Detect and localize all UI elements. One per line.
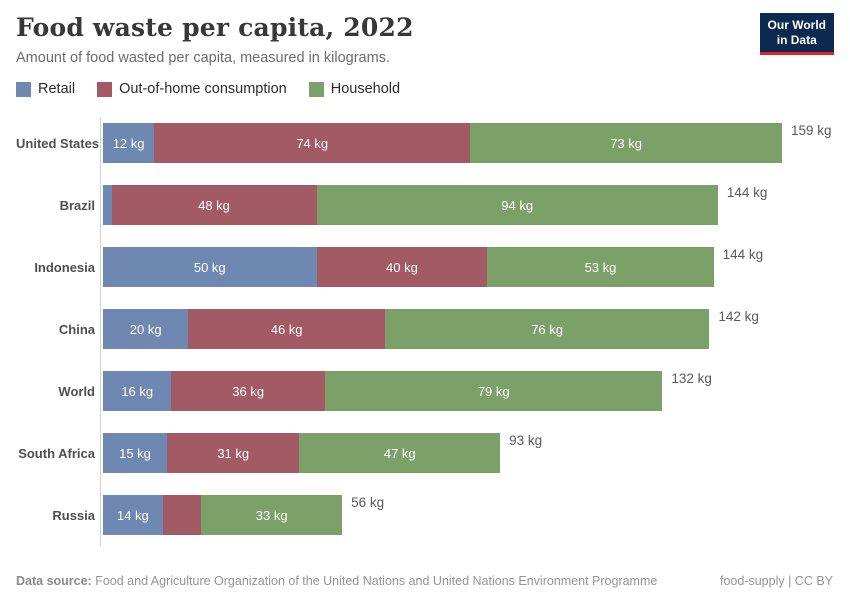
bar-segment-value-label: 94 kg: [501, 197, 534, 213]
bar-track: 14 kg 33 kg 56 kg: [103, 495, 384, 535]
bar-segment-household[interactable]: 33 kg: [201, 495, 343, 535]
bar-total-label: 142 kg: [718, 309, 759, 324]
bar-segment-value-label: 76 kg: [531, 321, 564, 337]
bar-row: United States 12 kg 74 kg 73 kg 159 kg: [16, 123, 834, 163]
bar-segment-value-label: 50 kg: [193, 259, 226, 275]
bar-total-label: 144 kg: [726, 185, 768, 200]
bar-total-label: 132 kg: [671, 371, 712, 386]
bar-segment-out-of-home[interactable]: 36 kg: [171, 371, 326, 411]
bar-segment-household[interactable]: 53 kg: [487, 247, 714, 287]
legend-swatch-icon: [97, 81, 113, 97]
legend-swatch-icon: [308, 81, 324, 97]
bar-segment-value-label: 46 kg: [270, 321, 303, 337]
bar-segment-value-label: 15 kg: [119, 445, 151, 461]
data-source-label: Data source:: [16, 574, 92, 588]
category-label: World: [58, 383, 95, 399]
bar-segment-retail[interactable]: 50 kg: [103, 247, 317, 287]
chart-header: Food waste per capita, 2022 Amount of fo…: [0, 0, 850, 66]
bar-segment-out-of-home[interactable]: 74 kg: [154, 123, 471, 163]
data-source-text: Food and Agriculture Organization of the…: [91, 574, 658, 588]
bar-segment-retail[interactable]: [103, 185, 112, 225]
bar-row: Russia 14 kg 33 kg 56 kg: [16, 495, 834, 535]
bar-row: South Africa 15 kg 31 kg 47 kg 93 kg: [16, 433, 834, 473]
legend-swatch-icon: [16, 81, 31, 97]
bar-total-label: 144 kg: [722, 247, 764, 262]
bar-segment-household[interactable]: 76 kg: [384, 309, 710, 349]
bar-segment-retail[interactable]: 14 kg: [103, 495, 163, 535]
bar-track: 12 kg 74 kg 73 kg 159 kg: [103, 123, 832, 163]
bar-segment-value-label: 36 kg: [232, 383, 265, 399]
category-label: China: [58, 321, 95, 337]
bar-segment-out-of-home[interactable]: 48 kg: [111, 185, 317, 225]
bar-track: 48 kg 94 kg 144 kg: [103, 185, 767, 225]
bar-segment-out-of-home[interactable]: 46 kg: [188, 309, 385, 349]
owid-logo-line2: in Data: [776, 33, 817, 47]
bar-segment-value-label: 16 kg: [121, 383, 154, 399]
owid-logo-line1: Our World: [767, 18, 826, 32]
bar-row: Brazil 48 kg 94 kg 144 kg: [16, 185, 834, 225]
owid-logo[interactable]: Our World in Data: [759, 13, 834, 55]
bar-segment-value-label: 74 kg: [296, 135, 329, 151]
legend-item-label: Out-of-home consumption: [119, 81, 287, 97]
category-label: Russia: [52, 507, 95, 523]
chart-title: Food waste per capita, 2022: [16, 13, 414, 42]
bar-segment-household[interactable]: 79 kg: [325, 371, 663, 411]
category-label: Indonesia: [34, 259, 95, 275]
y-axis-line: [100, 118, 101, 546]
category-label: Brazil: [59, 197, 95, 213]
bar-segment-value-label: 31 kg: [217, 445, 250, 461]
bar-row: China 20 kg 46 kg 76 kg 142 kg: [16, 309, 834, 349]
bar-track: 50 kg 40 kg 53 kg 144 kg: [103, 247, 763, 287]
bar-segment-value-label: 40 kg: [386, 259, 418, 275]
chart-subtitle: Amount of food wasted per capita, measur…: [16, 50, 390, 66]
bar-segment-value-label: 14 kg: [116, 507, 149, 523]
bar-total-label: 159 kg: [790, 123, 832, 138]
bar-row: Indonesia 50 kg 40 kg 53 kg 144 kg: [16, 247, 834, 287]
legend-item[interactable]: Household: [308, 81, 401, 97]
bar-segment-value-label: 79 kg: [477, 383, 510, 399]
bar-segment-out-of-home[interactable]: 31 kg: [167, 433, 300, 473]
legend: Retail Out-of-home consumption Household: [16, 81, 834, 97]
bar-segment-household[interactable]: 47 kg: [299, 433, 501, 473]
bar-total-label: 93 kg: [509, 433, 543, 448]
bar-segment-retail[interactable]: 12 kg: [103, 123, 155, 163]
bar-track: 16 kg 36 kg 79 kg 132 kg: [103, 371, 712, 411]
legend-item-label: Retail: [38, 81, 76, 97]
data-source: Data source: Food and Agriculture Organi…: [16, 574, 657, 588]
bar-segment-retail[interactable]: 16 kg: [103, 371, 172, 411]
bar-segment-retail[interactable]: 15 kg: [103, 433, 168, 473]
bar-segment-value-label: 12 kg: [112, 135, 145, 151]
bar-segment-value-label: 53 kg: [584, 259, 617, 275]
category-label: South Africa: [18, 445, 95, 461]
legend-item-label: Household: [330, 81, 401, 97]
bar-segment-out-of-home[interactable]: 40 kg: [316, 247, 488, 287]
category-label: United States: [16, 135, 100, 151]
legend-item[interactable]: Retail: [16, 81, 75, 97]
bar-row: World 16 kg 36 kg 79 kg 132 kg: [16, 371, 834, 411]
legend-item[interactable]: Out-of-home consumption: [97, 81, 287, 97]
bar-segment-out-of-home[interactable]: [162, 495, 202, 535]
footer: Data source: Food and Agriculture Organi…: [16, 574, 833, 588]
bar-segment-household[interactable]: 94 kg: [316, 185, 718, 225]
chart-area: United States 12 kg 74 kg 73 kg 159 kg Brazil…: [16, 118, 834, 546]
license-link[interactable]: food-supply | CC BY: [719, 574, 833, 588]
bar-segment-value-label: 73 kg: [610, 135, 642, 151]
bar-track: 15 kg 31 kg 47 kg 93 kg: [103, 433, 542, 473]
bar-segment-value-label: 48 kg: [198, 197, 230, 213]
bar-total-label: 56 kg: [351, 495, 385, 510]
bar-segment-value-label: 33 kg: [255, 507, 288, 523]
bar-segment-value-label: 20 kg: [129, 321, 162, 337]
bar-segment-value-label: 47 kg: [383, 445, 416, 461]
bar-segment-retail[interactable]: 20 kg: [103, 309, 189, 349]
bar-track: 20 kg 46 kg 76 kg 142 kg: [103, 309, 759, 349]
bar-segment-household[interactable]: 73 kg: [470, 123, 782, 163]
